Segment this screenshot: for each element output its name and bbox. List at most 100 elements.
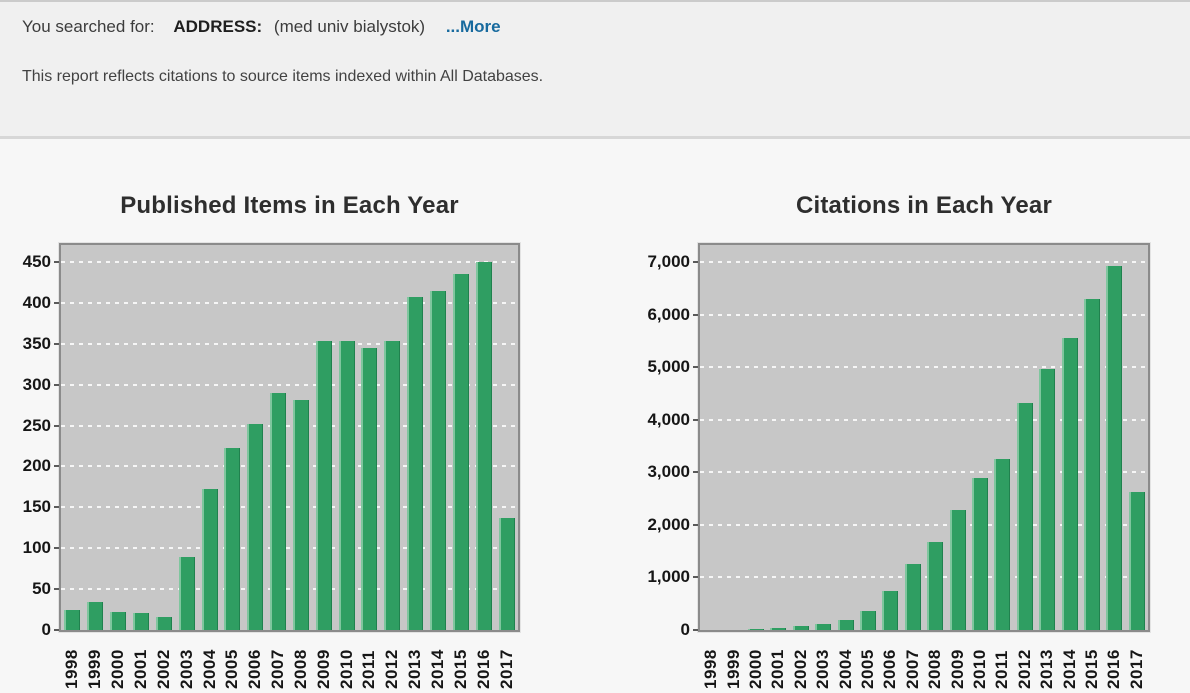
x-tick-label: 2001 xyxy=(131,649,150,689)
y-tick-label: 7,000 xyxy=(647,252,690,271)
x-tick-label: 2007 xyxy=(903,649,922,689)
y-axis-tick xyxy=(693,366,698,368)
published-items-chart: Published Items in Each Year 0 50 100 150 200… xyxy=(0,140,595,693)
bar-2009 xyxy=(316,341,332,630)
header-divider xyxy=(0,136,1190,139)
bar-1998 xyxy=(64,610,80,630)
x-tick-label: 2014 xyxy=(1060,649,1079,689)
search-summary-header: You searched for: ADDRESS: (med univ bia… xyxy=(0,0,1190,136)
y-axis-tick xyxy=(54,384,59,386)
y-tick-label: 50 xyxy=(32,579,51,598)
plot-area xyxy=(698,243,1150,632)
gridline xyxy=(700,261,1148,263)
x-tick-label: 2015 xyxy=(451,649,470,689)
y-axis-tick xyxy=(54,506,59,508)
x-tick-label: 2005 xyxy=(858,649,877,689)
y-axis-tick xyxy=(54,302,59,304)
bar-2015 xyxy=(1084,299,1100,630)
x-tick-label: 2016 xyxy=(1104,649,1123,689)
bar-2013 xyxy=(1039,369,1055,630)
gridline xyxy=(61,302,518,304)
bar-2011 xyxy=(994,459,1010,630)
gridline xyxy=(700,576,1148,578)
y-axis-tick xyxy=(54,547,59,549)
y-tick-label: 150 xyxy=(22,497,51,516)
bar-2016 xyxy=(1106,266,1122,630)
bar-2002 xyxy=(156,617,172,630)
y-tick-label: 100 xyxy=(22,538,51,557)
x-tick-label: 2007 xyxy=(268,649,287,689)
x-tick-label: 2002 xyxy=(791,649,810,689)
bar-2017 xyxy=(499,518,515,630)
gridline xyxy=(61,384,518,386)
y-tick-label: 300 xyxy=(22,375,51,394)
x-tick-label: 2011 xyxy=(992,650,1011,689)
bar-2004 xyxy=(202,489,218,630)
bar-2002 xyxy=(793,626,809,630)
gridline xyxy=(61,506,518,508)
bar-2007 xyxy=(905,564,921,630)
y-axis-tick xyxy=(693,524,698,526)
bar-2014 xyxy=(430,291,446,630)
y-tick-label: 200 xyxy=(22,456,51,475)
bar-2004 xyxy=(838,620,854,630)
bar-2006 xyxy=(247,424,263,630)
y-axis-tick xyxy=(693,261,698,263)
y-axis-tick xyxy=(693,419,698,421)
bar-2001 xyxy=(133,613,149,630)
bar-2005 xyxy=(224,448,240,630)
x-tick-label: 2012 xyxy=(1015,649,1034,689)
x-tick-label: 2010 xyxy=(337,649,356,689)
y-tick-label: 450 xyxy=(22,252,51,271)
x-tick-label: 2009 xyxy=(314,649,333,689)
bar-2000 xyxy=(748,629,764,630)
bar-2016 xyxy=(476,262,492,630)
bar-2017 xyxy=(1129,492,1145,630)
x-tick-label: 2014 xyxy=(428,649,447,689)
you-searched-for-label: You searched for: xyxy=(22,17,155,36)
bar-2008 xyxy=(293,400,309,630)
x-tick-label: 2002 xyxy=(154,649,173,689)
bar-2006 xyxy=(882,591,898,630)
x-axis: 1998 1999 2000 2001 2002 2003 2004 2005 2006 2007… xyxy=(61,632,518,693)
y-axis-tick xyxy=(693,314,698,316)
bar-2010 xyxy=(339,341,355,630)
search-summary-line: You searched for: ADDRESS: (med univ bia… xyxy=(22,17,501,37)
x-tick-label: 2004 xyxy=(836,649,855,689)
x-tick-label: 1998 xyxy=(62,649,81,689)
gridline xyxy=(61,261,518,263)
x-tick-label: 1998 xyxy=(701,649,720,689)
y-tick-label: 3,000 xyxy=(647,462,690,481)
x-tick-label: 2013 xyxy=(1037,649,1056,689)
x-tick-label: 2016 xyxy=(474,649,493,689)
y-tick-label: 0 xyxy=(680,620,690,639)
x-tick-label: 2012 xyxy=(382,649,401,689)
x-tick-label: 1999 xyxy=(724,649,743,689)
search-field-label: ADDRESS: xyxy=(173,17,263,36)
bar-2010 xyxy=(972,478,988,630)
y-tick-label: 1,000 xyxy=(647,567,690,586)
x-tick-label: 2000 xyxy=(108,649,127,689)
gridline xyxy=(700,471,1148,473)
bar-2012 xyxy=(1017,403,1033,630)
y-axis-tick xyxy=(54,343,59,345)
y-tick-label: 2,000 xyxy=(647,515,690,534)
bar-2013 xyxy=(407,297,423,630)
search-query-text: (med univ bialystok) xyxy=(273,17,426,36)
bar-2005 xyxy=(860,611,876,630)
y-tick-label: 350 xyxy=(22,334,51,353)
report-scope-note: This report reflects citations to source… xyxy=(22,68,544,85)
y-tick-label: 250 xyxy=(22,416,51,435)
x-tick-label: 2008 xyxy=(291,649,310,689)
gridline xyxy=(700,524,1148,526)
x-tick-label: 2011 xyxy=(359,650,378,689)
x-tick-label: 2003 xyxy=(813,649,832,689)
chart-title: Citations in Each Year xyxy=(795,192,1053,219)
x-tick-label: 2008 xyxy=(925,649,944,689)
y-axis-tick xyxy=(54,261,59,263)
y-axis-tick xyxy=(54,425,59,427)
y-axis-tick xyxy=(693,576,698,578)
more-link[interactable]: ...More xyxy=(445,17,501,36)
gridline xyxy=(61,588,518,590)
